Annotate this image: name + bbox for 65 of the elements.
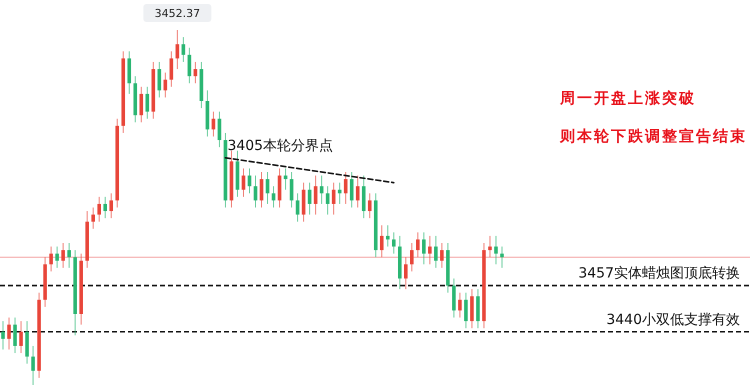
ref-line-label: 3440小双低支撑有效 bbox=[606, 312, 740, 328]
candlestick bbox=[194, 61, 198, 84]
candlestick bbox=[410, 242, 414, 272]
candlestick bbox=[170, 50, 174, 88]
ref-line-label: 3457实体蜡烛图顶底转换 bbox=[578, 266, 740, 282]
candlestick bbox=[19, 320, 23, 354]
candlestick bbox=[248, 168, 252, 194]
text: 则本轮下跌调整宣告结束 bbox=[559, 127, 747, 145]
candlestick bbox=[494, 235, 498, 265]
candlestick bbox=[272, 186, 276, 208]
candlestick bbox=[458, 292, 462, 318]
candlestick bbox=[320, 175, 324, 204]
candlestick bbox=[97, 196, 101, 222]
candlestick bbox=[103, 196, 108, 219]
candlestick bbox=[218, 111, 222, 148]
candlestick bbox=[380, 224, 384, 258]
candlestick bbox=[158, 61, 162, 98]
candlestick bbox=[1, 320, 5, 350]
text: 周一开盘上涨突破 bbox=[559, 89, 696, 107]
candlestick bbox=[91, 207, 95, 230]
candlestick bbox=[260, 172, 264, 208]
candlestick bbox=[488, 235, 492, 258]
candlestick bbox=[500, 246, 504, 268]
candlestick bbox=[392, 232, 396, 254]
candlestick bbox=[67, 242, 71, 268]
candlestick bbox=[422, 232, 426, 265]
candlestick bbox=[31, 345, 35, 386]
candlestick bbox=[290, 172, 294, 208]
candlestick bbox=[145, 86, 150, 120]
candlestick bbox=[61, 242, 65, 268]
candlestick bbox=[344, 172, 348, 204]
candlestick bbox=[464, 292, 468, 329]
candlestick bbox=[350, 172, 354, 208]
candlestick bbox=[266, 172, 270, 204]
candlestick bbox=[182, 36, 186, 62]
candlestick bbox=[109, 192, 114, 219]
candlestick bbox=[356, 175, 360, 208]
candlestick bbox=[434, 235, 438, 268]
candlestick bbox=[386, 224, 390, 248]
candlestick bbox=[164, 72, 168, 98]
candlestick bbox=[368, 192, 372, 219]
annotation: 3452.37 bbox=[154, 7, 200, 20]
candlestick bbox=[428, 235, 432, 265]
candlestick bbox=[188, 47, 192, 84]
candlestick bbox=[338, 182, 342, 204]
candlestick bbox=[49, 246, 53, 272]
candlestick bbox=[212, 111, 216, 137]
candlestick bbox=[326, 186, 330, 216]
candlestick bbox=[404, 256, 408, 290]
series-label: 3405本轮分界点 bbox=[227, 138, 334, 154]
candlestick bbox=[13, 317, 17, 354]
candlestick bbox=[440, 242, 444, 268]
candlestick bbox=[242, 168, 246, 198]
candlestick bbox=[284, 168, 288, 190]
candlestick bbox=[314, 175, 318, 216]
candlestick bbox=[55, 246, 59, 268]
candlestick bbox=[332, 182, 336, 216]
candlestick bbox=[7, 317, 11, 350]
candlestick bbox=[296, 192, 300, 222]
tooltip: 3452.37 bbox=[143, 4, 212, 22]
candlestick bbox=[416, 232, 420, 258]
candlestick bbox=[254, 175, 258, 208]
candlestick bbox=[139, 86, 144, 123]
candlestick bbox=[308, 182, 312, 216]
candlestick bbox=[176, 30, 180, 70]
